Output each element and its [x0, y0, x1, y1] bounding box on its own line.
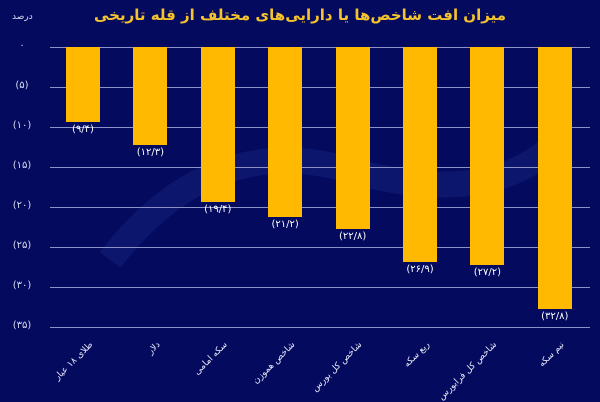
- x-category-label: طلای ۱۸ عیار: [52, 340, 96, 383]
- bar: [403, 47, 437, 263]
- x-category-label: شاخص هموزن: [251, 340, 298, 387]
- y-tick-label: (۱۵): [12, 160, 32, 171]
- bar-value-label: (۲۱/۲): [271, 218, 299, 230]
- x-category-label: شاخص کل فرابورس: [437, 340, 500, 402]
- x-category-label: ربع سکه: [402, 340, 433, 370]
- bar-value-label: (۱۹/۴): [204, 204, 232, 216]
- bar: [66, 47, 100, 123]
- y-tick-label: (۳۰): [12, 280, 32, 291]
- gridline: [50, 127, 590, 128]
- y-tick-label: ۰: [19, 40, 25, 51]
- gridline: [50, 207, 590, 208]
- bar-value-label: (۲۶/۹): [406, 264, 434, 276]
- y-tick-label: (۳۵): [12, 320, 32, 331]
- x-category-label: سکه امامی: [192, 340, 230, 378]
- gridline: [50, 167, 590, 168]
- chart-title: میزان افت شاخص‌ها یا دارایی‌های مختلف از…: [93, 6, 506, 24]
- bar: [537, 47, 572, 310]
- gridline: [50, 287, 590, 288]
- x-category-label: دلار: [145, 340, 163, 357]
- bar: [133, 47, 168, 146]
- bar: [335, 47, 370, 230]
- gridline: [50, 47, 590, 48]
- bar-value-label: (۳۲/۸): [541, 311, 569, 323]
- bar-value-label: (۲۲/۸): [338, 231, 367, 243]
- x-category-label: شاخص کل بورس: [310, 340, 365, 394]
- gridline: [50, 247, 590, 248]
- x-category-label: نیم سکه: [537, 340, 567, 370]
- bar-value-label: (۹/۴): [72, 124, 94, 136]
- bar: [200, 47, 235, 203]
- y-tick-label: (۱۰): [12, 120, 32, 131]
- bar: [268, 47, 303, 217]
- y-axis-unit: درصد: [12, 12, 33, 22]
- bar-value-label: (۱۲/۳): [136, 147, 165, 159]
- bar: [470, 47, 505, 265]
- y-tick-label: (۲۰): [12, 200, 32, 211]
- gridline: [50, 327, 590, 328]
- y-tick-label: (۵): [15, 80, 29, 91]
- y-tick-label: (۲۵): [12, 240, 32, 251]
- gridline: [50, 87, 590, 88]
- bar-value-label: (۲۷/۲): [473, 266, 502, 278]
